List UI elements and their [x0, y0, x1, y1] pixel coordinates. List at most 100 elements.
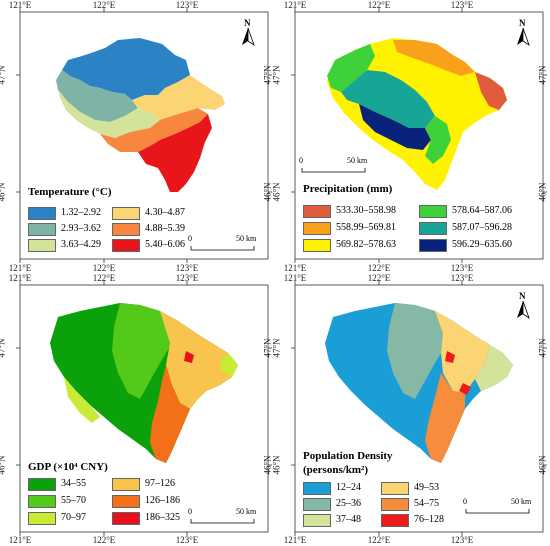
x-tick-label: 122°E: [92, 535, 116, 545]
north-arrow-icon: N: [513, 291, 533, 319]
legend-item: 186–325: [112, 512, 180, 525]
x-tick-label: 123°E: [450, 0, 474, 10]
legend-title-unit: (persons/km²): [303, 464, 369, 476]
legend-item: 54–75: [381, 498, 439, 511]
legend-title: Temperature (°C): [28, 186, 112, 198]
legend-label: 126–186: [145, 495, 180, 506]
legend-label: 1.32–2.92: [61, 207, 101, 218]
x-tick-label: 121°E: [8, 0, 32, 10]
legend-title: Population Density: [303, 450, 393, 462]
x-tick-label: 122°E: [367, 0, 391, 10]
x-tick-label: 122°E: [92, 263, 116, 273]
y-tick-label: 47°N: [537, 338, 548, 358]
legend-item: 2.93–3.62: [28, 223, 101, 236]
map-frame: [16, 8, 272, 263]
legend-item: 70–97: [28, 512, 86, 525]
legend-label: 558.99–569.81: [336, 222, 396, 233]
legend-swatch: [112, 207, 140, 220]
map-panel-precipitation: 121°E 122°E 123°E 121°E 122°E 123°E 47°N…: [271, 0, 550, 273]
legend-label: 49–53: [414, 482, 439, 493]
legend-label: 533.30–558.98: [336, 205, 396, 216]
legend-label: 596.29–635.60: [452, 239, 512, 250]
x-tick-label: 123°E: [175, 273, 199, 283]
legend-item: 76–128: [381, 514, 444, 527]
x-tick-label: 121°E: [283, 0, 307, 10]
x-tick-label: 123°E: [175, 535, 199, 545]
legend-item: 4.88–5.39: [112, 223, 185, 236]
legend-swatch: [381, 482, 409, 495]
legend-item: 34–55: [28, 478, 86, 491]
legend-label: 3.63–4.29: [61, 239, 101, 250]
legend-label: 186–325: [145, 512, 180, 523]
legend-item: 49–53: [381, 482, 439, 495]
legend-item: 55–70: [28, 495, 86, 508]
legend-swatch: [28, 495, 56, 508]
map-frame: [16, 281, 272, 536]
legend-swatch: [303, 498, 331, 511]
x-tick-label: 121°E: [283, 263, 307, 273]
legend-title: Precipitation (mm): [303, 183, 393, 195]
map-frame: [291, 281, 547, 536]
legend-label: 587.07–596.28: [452, 222, 512, 233]
legend-item: 558.99–569.81: [303, 222, 396, 235]
temperature-region: [56, 38, 225, 192]
legend-item: 12–24: [303, 482, 361, 495]
x-tick-label: 121°E: [8, 263, 32, 273]
legend-item: 596.29–635.60: [419, 239, 512, 252]
legend-swatch: [303, 514, 331, 527]
legend-swatch: [112, 478, 140, 491]
y-tick-label: 46°N: [0, 182, 7, 202]
legend-label: 25–36: [336, 498, 361, 509]
legend-item: 3.63–4.29: [28, 239, 101, 252]
legend-swatch: [112, 512, 140, 525]
map-panel-temperature: 121°E 122°E 123°E 121°E 122°E 123°E 47°N…: [0, 0, 275, 273]
legend-swatch: [112, 223, 140, 236]
legend-label: 97–126: [145, 478, 175, 489]
legend-title: GDP (×10⁴ CNY): [28, 461, 108, 473]
y-tick-label: 46°N: [271, 182, 282, 202]
y-tick-label: 46°N: [271, 455, 282, 475]
legend-item: 578.64–587.06: [419, 205, 512, 218]
legend-item: 569.82–578.63: [303, 239, 396, 252]
legend-label: 569.82–578.63: [336, 239, 396, 250]
y-tick-label: 47°N: [0, 338, 7, 358]
legend-label: 54–75: [414, 498, 439, 509]
legend-swatch: [112, 495, 140, 508]
x-tick-label: 122°E: [92, 0, 116, 10]
scale-bar: 0 50 km: [188, 507, 260, 527]
y-tick-label: 47°N: [537, 65, 548, 85]
legend-label: 4.88–5.39: [145, 223, 185, 234]
legend-item: 533.30–558.98: [303, 205, 396, 218]
legend-label: 55–70: [61, 495, 86, 506]
map-panel-gdp: 121°E 122°E 123°E 121°E 122°E 123°E 47°N…: [0, 273, 275, 546]
legend-swatch: [381, 514, 409, 527]
legend-label: 37–48: [336, 514, 361, 525]
y-tick-label: 47°N: [271, 338, 282, 358]
legend-item: 97–126: [112, 478, 175, 491]
legend-swatch: [303, 222, 331, 235]
legend-label: 76–128: [414, 514, 444, 525]
legend-item: 4.30–4.87: [112, 207, 185, 220]
legend-item: 25–36: [303, 498, 361, 511]
legend-label: 578.64–587.06: [452, 205, 512, 216]
x-tick-label: 123°E: [450, 263, 474, 273]
legend-swatch: [112, 239, 140, 252]
precipitation-region: [327, 38, 507, 190]
y-tick-label: 46°N: [537, 182, 548, 202]
legend-label: 4.30–4.87: [145, 207, 185, 218]
legend-label: 2.93–3.62: [61, 223, 101, 234]
legend-label: 34–55: [61, 478, 86, 489]
legend-swatch: [28, 239, 56, 252]
x-tick-label: 122°E: [92, 273, 116, 283]
y-tick-label: 46°N: [0, 455, 7, 475]
x-tick-label: 123°E: [450, 273, 474, 283]
x-tick-label: 122°E: [367, 263, 391, 273]
x-tick-label: 121°E: [8, 535, 32, 545]
y-tick-label: 46°N: [537, 455, 548, 475]
legend-label: 5.40–6.06: [145, 239, 185, 250]
legend-swatch: [303, 482, 331, 495]
legend-item: 1.32–2.92: [28, 207, 101, 220]
y-tick-label: 47°N: [0, 65, 7, 85]
legend-swatch: [419, 205, 447, 218]
legend-swatch: [303, 239, 331, 252]
